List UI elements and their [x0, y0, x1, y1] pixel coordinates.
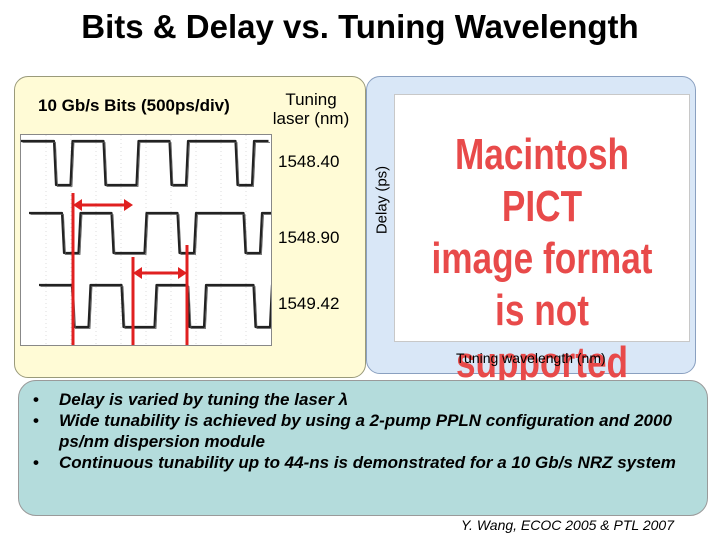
placeholder-line-1: Macintosh PICT: [454, 130, 630, 231]
delay-axis-label: Delay (ps): [372, 130, 392, 270]
x-axis-label: Tuning wavelength (nm): [456, 350, 606, 366]
bullet-dot: •: [33, 411, 39, 430]
slide-title: Bits & Delay vs. Tuning Wavelength: [81, 8, 639, 45]
wavelength-2: 1548.90: [278, 228, 340, 247]
unsupported-image-message: Macintosh PICT image format is not suppo…: [424, 129, 659, 389]
bullet-text: Delay is varied by tuning the laser λ: [59, 390, 349, 409]
bullet-item: • Delay is varied by tuning the laser λ: [19, 389, 707, 410]
delay-arrowhead: [124, 199, 133, 211]
bit-trace-noise: [40, 286, 271, 329]
oscilloscope-svg: [21, 135, 271, 345]
bit-trace: [29, 211, 271, 255]
bits-label: 10 Gb/s Bits (500ps/div): [38, 96, 230, 115]
bullet-item: • Wide tunability is achieved by using a …: [19, 410, 707, 452]
bit-trace-noise: [30, 214, 271, 255]
unsupported-image-placeholder: Macintosh PICT image format is not suppo…: [394, 94, 690, 387]
bullet-dot: •: [33, 453, 39, 472]
citation: Y. Wang, ECOC 2005 & PTL 2007: [461, 517, 674, 533]
bit-trace: [21, 139, 269, 187]
oscilloscope-traces: [20, 134, 272, 346]
delay-arrowhead: [133, 267, 142, 279]
bullet-list: • Delay is varied by tuning the laser λ •…: [19, 381, 707, 473]
delay-axis-label-text: Delay (ps): [373, 165, 391, 235]
bullet-dot: •: [33, 390, 39, 409]
bullet-text: Continuous tunability up to 44-ns is dem…: [59, 453, 676, 472]
placeholder-line-3: is not supported: [455, 286, 629, 387]
tuning-laser-label: Tuning laser (nm): [272, 90, 350, 128]
bullet-item: • Continuous tunability up to 44-ns is de…: [19, 452, 707, 473]
delay-arrowhead: [178, 267, 187, 279]
bit-trace: [39, 283, 271, 329]
bit-trace-noise: [22, 142, 270, 187]
bullet-box: • Delay is varied by tuning the laser λ •…: [18, 380, 708, 516]
bullet-text: Wide tunability is achieved by using a 2…: [59, 411, 672, 451]
wavelength-3: 1549.42: [278, 294, 340, 313]
wavelength-1: 1548.40: [278, 152, 340, 171]
delay-arrowhead: [73, 199, 82, 211]
placeholder-line-2: image format: [431, 234, 653, 283]
